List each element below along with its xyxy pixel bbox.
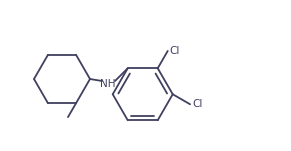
Text: NH: NH	[100, 79, 116, 89]
Text: Cl: Cl	[192, 99, 203, 109]
Text: Cl: Cl	[170, 46, 180, 56]
